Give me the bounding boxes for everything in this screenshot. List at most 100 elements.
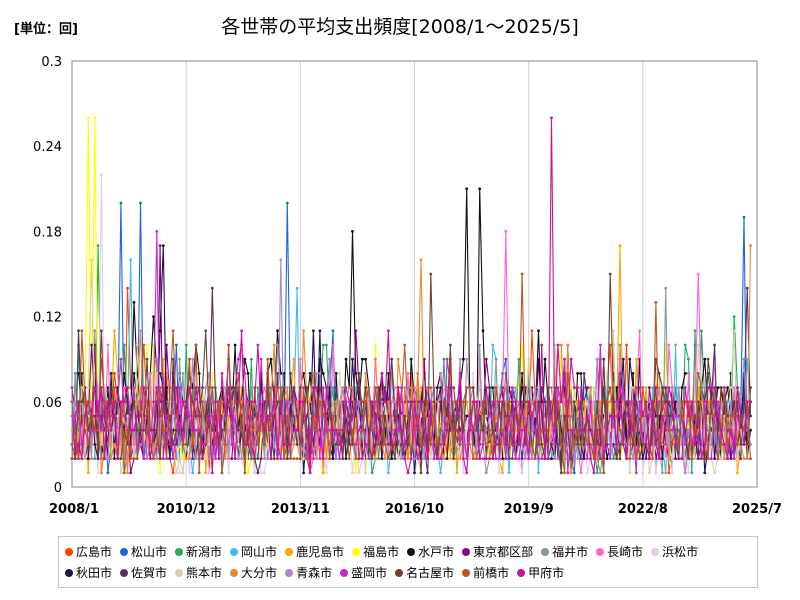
data-point bbox=[380, 400, 384, 404]
data-point bbox=[145, 343, 149, 347]
data-point bbox=[713, 457, 716, 460]
data-point bbox=[491, 343, 495, 347]
data-point bbox=[628, 400, 632, 404]
data-point bbox=[514, 400, 517, 404]
data-point bbox=[618, 400, 622, 404]
data-point bbox=[233, 386, 237, 389]
data-point bbox=[184, 400, 188, 404]
data-point bbox=[119, 201, 123, 205]
data-point bbox=[749, 400, 752, 404]
data-point bbox=[96, 471, 100, 475]
data-point bbox=[716, 400, 720, 404]
data-point bbox=[403, 443, 407, 446]
data-point bbox=[77, 457, 80, 460]
data-point bbox=[631, 457, 635, 460]
data-point bbox=[302, 428, 305, 432]
data-point bbox=[243, 471, 247, 475]
data-point bbox=[188, 443, 191, 446]
data-point bbox=[334, 443, 338, 446]
y-tick-label: 0.18 bbox=[33, 225, 62, 240]
data-point bbox=[674, 414, 677, 418]
data-point bbox=[220, 372, 224, 375]
legend-marker-icon bbox=[285, 568, 294, 577]
data-point bbox=[191, 457, 195, 460]
data-point bbox=[670, 400, 674, 404]
data-point bbox=[100, 173, 103, 177]
legend-label: 東京都区部 bbox=[473, 545, 534, 559]
data-point bbox=[263, 428, 266, 432]
data-point bbox=[608, 428, 612, 432]
data-point bbox=[360, 457, 364, 460]
data-point bbox=[158, 386, 162, 389]
data-point bbox=[259, 471, 263, 475]
data-point bbox=[276, 400, 279, 404]
data-point bbox=[390, 357, 394, 361]
data-point bbox=[491, 386, 495, 389]
data-point bbox=[295, 457, 299, 460]
data-point bbox=[223, 457, 227, 460]
data-point bbox=[608, 386, 612, 389]
data-point bbox=[723, 428, 726, 432]
data-point bbox=[204, 386, 208, 389]
data-point bbox=[210, 286, 214, 290]
data-point bbox=[504, 443, 508, 446]
data-point bbox=[181, 372, 185, 375]
data-point bbox=[132, 457, 136, 460]
data-point bbox=[576, 428, 579, 432]
data-point bbox=[135, 428, 139, 432]
data-point bbox=[628, 357, 632, 361]
data-point bbox=[494, 357, 498, 361]
data-point bbox=[615, 443, 619, 446]
data-point bbox=[295, 400, 299, 404]
data-point bbox=[471, 386, 475, 389]
data-point bbox=[370, 428, 374, 432]
data-point bbox=[599, 457, 602, 460]
data-point bbox=[148, 457, 152, 460]
data-point bbox=[494, 443, 498, 446]
data-point bbox=[155, 443, 159, 446]
data-point bbox=[155, 386, 159, 389]
data-point bbox=[719, 386, 723, 389]
data-point bbox=[194, 343, 198, 347]
data-point bbox=[602, 457, 606, 460]
data-point bbox=[364, 400, 367, 404]
legend-item: 鹿児島市 bbox=[285, 543, 344, 560]
data-point bbox=[628, 457, 632, 460]
data-point bbox=[419, 400, 423, 404]
data-point bbox=[253, 471, 257, 475]
data-point bbox=[302, 386, 305, 389]
data-point bbox=[713, 471, 716, 475]
data-point bbox=[318, 400, 322, 404]
data-point bbox=[354, 457, 358, 460]
legend-label: 名古屋市 bbox=[406, 566, 455, 580]
data-point bbox=[657, 457, 661, 460]
data-point bbox=[210, 471, 214, 475]
data-point bbox=[732, 400, 736, 404]
data-point bbox=[171, 443, 175, 446]
data-point bbox=[220, 471, 224, 475]
series-layer bbox=[70, 116, 752, 475]
data-point bbox=[132, 400, 136, 404]
data-point bbox=[419, 471, 423, 475]
data-point bbox=[129, 258, 133, 262]
data-point bbox=[429, 386, 433, 389]
data-point bbox=[338, 443, 341, 446]
legend-item: 盛岡市 bbox=[340, 564, 387, 581]
data-point bbox=[628, 414, 632, 418]
data-point bbox=[263, 386, 266, 389]
data-point bbox=[458, 457, 462, 460]
data-point bbox=[475, 400, 478, 404]
data-point bbox=[488, 443, 491, 446]
x-tick-label: 2019/9 bbox=[504, 502, 554, 517]
data-point bbox=[478, 187, 482, 191]
data-point bbox=[86, 443, 90, 446]
data-point bbox=[664, 386, 668, 389]
data-point bbox=[419, 258, 423, 262]
data-point bbox=[634, 471, 638, 475]
data-point bbox=[253, 400, 257, 404]
data-point bbox=[690, 457, 694, 460]
data-point bbox=[279, 386, 283, 389]
data-point bbox=[618, 414, 622, 418]
data-point bbox=[351, 357, 354, 361]
data-point bbox=[161, 357, 165, 361]
